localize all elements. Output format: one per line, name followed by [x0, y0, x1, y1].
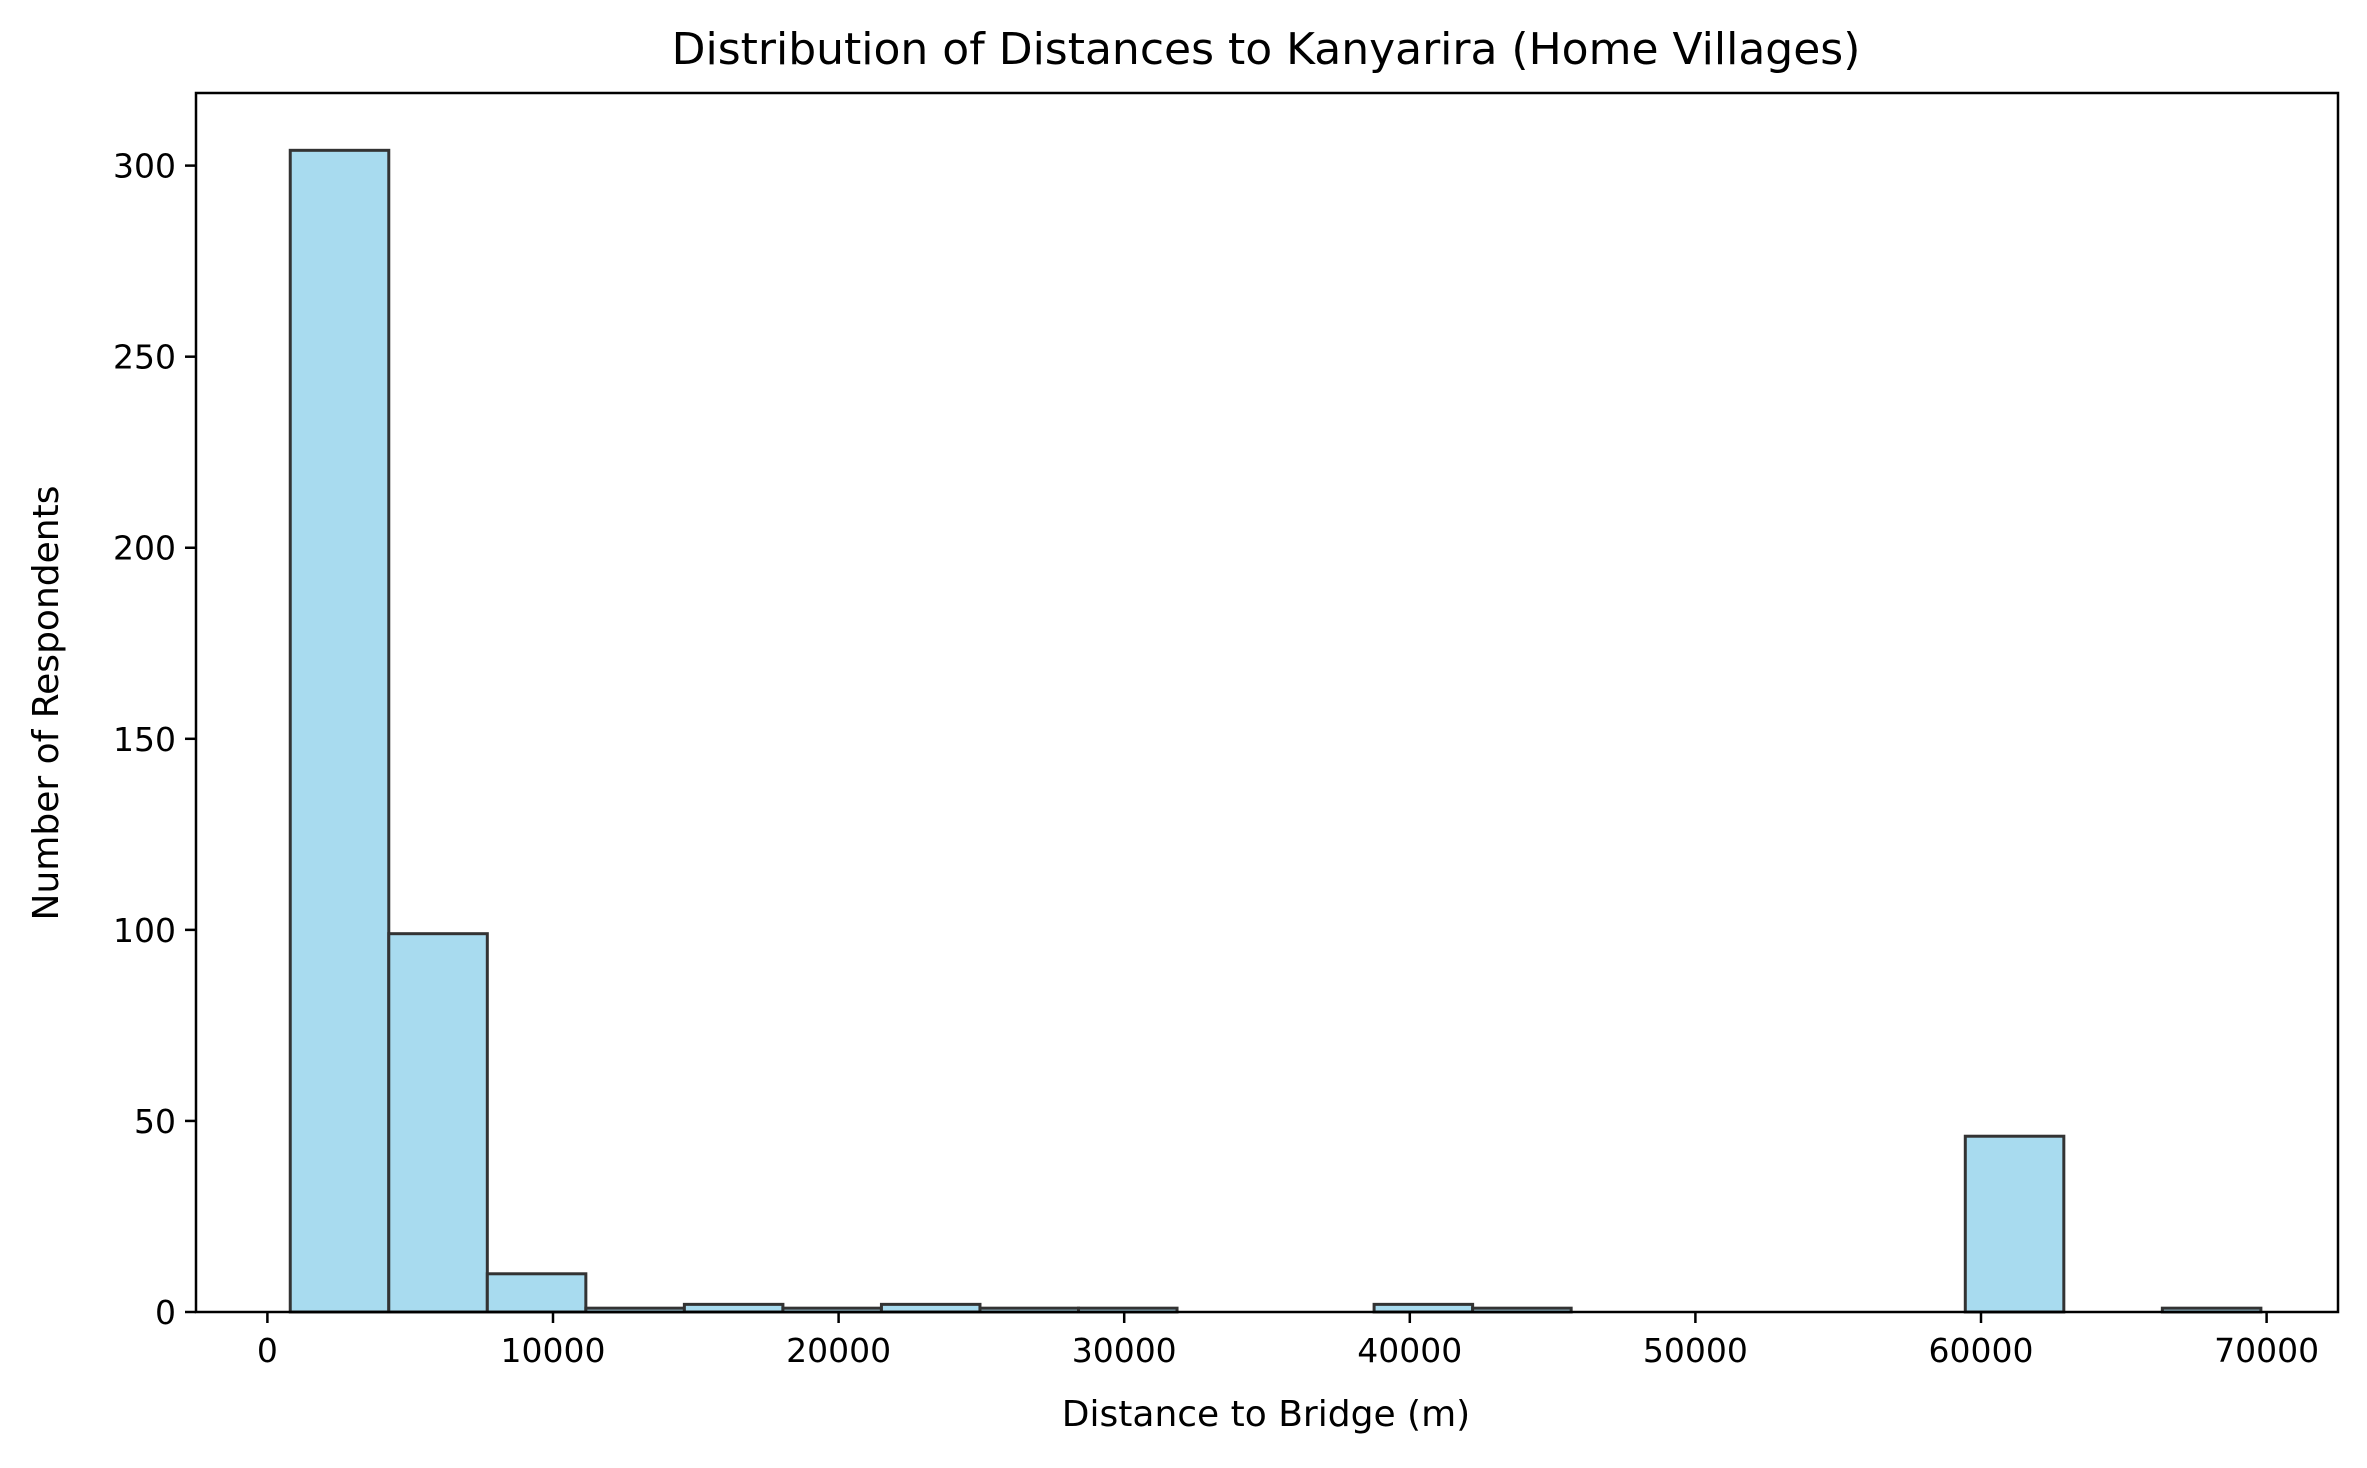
- y-axis-label: Number of Respondents: [26, 486, 67, 921]
- y-tick-label: 50: [134, 1102, 176, 1141]
- y-tick-label: 100: [113, 911, 176, 950]
- y-tick-label: 200: [113, 529, 176, 568]
- x-tick-label: 60000: [1929, 1331, 2034, 1370]
- y-tick-label: 150: [113, 720, 176, 759]
- x-tick-label: 70000: [2214, 1331, 2319, 1370]
- y-tick-label: 0: [155, 1293, 176, 1332]
- histogram-bar-1: [387, 932, 489, 1314]
- y-tick-label: 250: [113, 338, 176, 377]
- histogram-bars: [288, 148, 2263, 1314]
- x-tick-label: 0: [257, 1331, 278, 1370]
- x-tick-label: 50000: [1643, 1331, 1748, 1370]
- y-tick-label: 300: [113, 147, 176, 186]
- x-axis-ticks: 0 10000 20000 30000 40000 50000 60000 70000: [257, 1312, 2319, 1370]
- histogram-bar-2: [485, 1272, 588, 1314]
- histogram-bar-0: [288, 148, 391, 1314]
- x-tick-label: 10000: [501, 1331, 606, 1370]
- x-tick-label: 20000: [786, 1331, 891, 1370]
- histogram-bar-17: [1963, 1134, 2066, 1314]
- x-tick-label: 30000: [1072, 1331, 1177, 1370]
- chart-title: Distribution of Distances to Kanyarira (…: [672, 24, 1861, 75]
- y-axis-ticks: 0 50 100 150 200 250 300: [113, 147, 196, 1332]
- x-tick-label: 40000: [1357, 1331, 1462, 1370]
- plot-frame: [194, 91, 2340, 1314]
- x-axis-label: Distance to Bridge (m): [1062, 1394, 1470, 1435]
